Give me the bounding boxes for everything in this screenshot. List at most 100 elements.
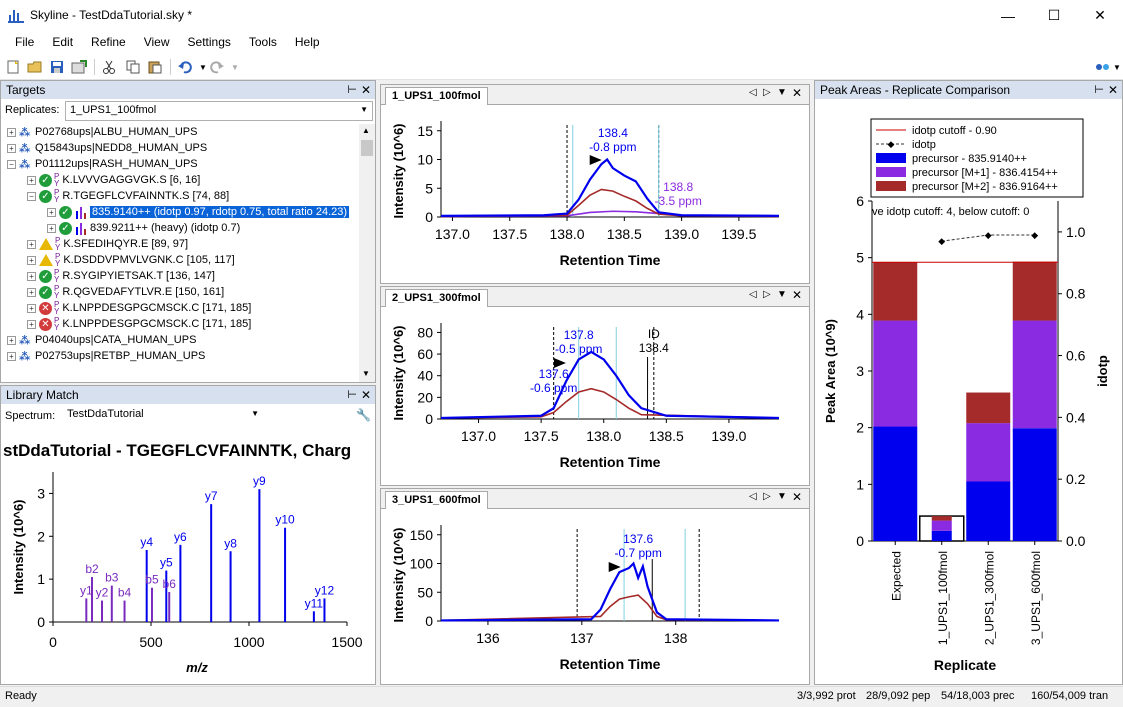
peak-areas-title: Peak Areas - Replicate Comparison	[820, 83, 1011, 97]
tab-menu-icon[interactable]: ▼	[777, 87, 787, 98]
scroll-up-icon[interactable]: ▲	[362, 126, 370, 135]
close-icon[interactable]: ✕	[360, 388, 371, 402]
tab-replicate-1[interactable]: 1_UPS1_100fmol	[385, 87, 488, 105]
close-window-button[interactable]: ✕	[1094, 7, 1106, 23]
expand-icon[interactable]: +	[27, 239, 36, 249]
menu-settings[interactable]: Settings	[187, 35, 231, 49]
tree-row-peptide[interactable]: + ✕ P Y K.LNPPDESGPGCMSCK.C [171, 185]	[27, 300, 251, 316]
tree-row-peptide[interactable]: + P Y K.SFEDIHQYR.E [89, 97]	[27, 236, 188, 252]
tab-next-icon[interactable]: ▷	[763, 87, 771, 98]
copy-icon[interactable]	[124, 58, 142, 76]
save-icon[interactable]	[48, 58, 66, 76]
x-tick-label: 138	[664, 630, 688, 646]
expand-icon[interactable]: +	[47, 207, 56, 217]
peak-label: y8	[224, 536, 237, 550]
expand-icon[interactable]: +	[7, 143, 16, 153]
tree-row-protein[interactable]: + ⁂ P02753ups|RETBP_HUMAN_UPS	[7, 348, 205, 364]
maximize-button[interactable]: ☐	[1047, 7, 1061, 23]
expand-icon[interactable]: +	[27, 271, 36, 281]
chevron-down-icon: ▼	[360, 105, 368, 114]
scrollbar-thumb[interactable]	[361, 140, 373, 156]
bar-segment	[1012, 261, 1057, 321]
paste-icon[interactable]	[146, 58, 164, 76]
replicates-select[interactable]: 1_UPS1_100fmol ▼	[65, 101, 373, 121]
scroll-down-icon[interactable]: ▼	[362, 369, 370, 378]
collapse-icon[interactable]: −	[27, 191, 36, 201]
expand-icon[interactable]: +	[7, 127, 16, 137]
protein-icon: ⁂	[19, 159, 31, 172]
menu-help[interactable]: Help	[294, 35, 320, 49]
expand-icon[interactable]: +	[27, 255, 36, 265]
tree-row-peptide[interactable]: + ✓ P Y R.QGVEDAFYTLVR.E [150, 161]	[27, 284, 224, 300]
bar-segment	[931, 530, 952, 541]
expand-icon[interactable]: +	[7, 335, 16, 345]
tree-row-precursor[interactable]: + ✓ 839.9211++ (heavy) (idotp 0.7)	[47, 220, 240, 236]
pin-icon[interactable]: ⊢	[347, 389, 357, 401]
menu-file[interactable]: File	[15, 35, 35, 49]
tree-row-precursor-selected[interactable]: + ✓ 835.9140++ (idotp 0.97, rdotp 0.75, to…	[47, 204, 350, 220]
tab-prev-icon[interactable]: ◁	[749, 491, 757, 502]
undo-icon[interactable]	[176, 58, 194, 76]
spectrum-select[interactable]: TestDdaTutorial ▼	[63, 406, 263, 426]
best-peak-flag-icon	[589, 155, 602, 165]
tab-menu-icon[interactable]: ▼	[777, 491, 787, 502]
redo-dropdown-icon[interactable]: ▼	[231, 62, 239, 72]
tree-row-protein[interactable]: + ⁂ P04040ups|CATA_HUMAN_UPS	[7, 332, 196, 348]
bar-segment	[966, 392, 1011, 424]
tab-next-icon[interactable]: ▷	[763, 491, 771, 502]
undo-dropdown-icon[interactable]: ▼	[199, 62, 207, 72]
expand-icon[interactable]: +	[27, 303, 36, 313]
tree-row-peptide[interactable]: + ✓ P Y K.LVVVGAGGVGK.S [6, 16]	[27, 172, 200, 188]
menu-refine[interactable]: Refine	[91, 35, 126, 49]
minimize-button[interactable]: —	[1001, 7, 1015, 24]
tree-row-peptide[interactable]: − ✓ P Y R.TGEGFLCVFAINNTK.S [74, 88]	[27, 188, 229, 204]
pin-icon[interactable]: ⊢	[1094, 84, 1104, 96]
pin-icon[interactable]: ⊢	[347, 84, 357, 96]
import-peptide-search-icon[interactable]	[70, 58, 88, 76]
legend-idotp-marker: ◆	[888, 139, 895, 149]
collapse-icon[interactable]: −	[7, 159, 16, 169]
close-icon[interactable]: ✕	[792, 86, 803, 100]
targets-title: Targets	[6, 83, 46, 97]
tab-prev-icon[interactable]: ◁	[749, 289, 757, 300]
targets-scrollbar[interactable]: ▲ ▼	[359, 124, 375, 382]
menu-tools[interactable]: Tools	[248, 35, 277, 49]
warning-icon	[39, 238, 53, 251]
tree-row-protein[interactable]: + ⁂ Q15843ups|NEDD8_HUMAN_UPS	[7, 140, 207, 156]
wrench-icon[interactable]: 🔧	[356, 408, 371, 422]
expand-icon[interactable]: +	[7, 351, 16, 361]
tree-row-protein[interactable]: + ⁂ P02768ups|ALBU_HUMAN_UPS	[7, 124, 197, 140]
tab-next-icon[interactable]: ▷	[763, 289, 771, 300]
menu-edit[interactable]: Edit	[52, 35, 74, 49]
peak-annotation: -0.8 ppm	[589, 140, 636, 154]
peak-annotation: -0.5 ppm	[555, 342, 602, 356]
new-document-icon[interactable]	[4, 58, 22, 76]
expand-icon[interactable]: +	[47, 223, 56, 233]
tree-row-peptide[interactable]: + ✓ P Y R.SYGIPYIETSAK.T [136, 147]	[27, 268, 215, 284]
y-tick-label: 0	[856, 533, 864, 549]
tab-replicate-2[interactable]: 2_UPS1_300fmol	[385, 289, 488, 307]
tree-row-protein[interactable]: − ⁂ P01112ups|RASH_HUMAN_UPS	[7, 156, 198, 172]
tab-replicate-3[interactable]: 3_UPS1_600fmol	[385, 491, 488, 509]
tab-menu-icon[interactable]: ▼	[777, 289, 787, 300]
connect-icon[interactable]	[1094, 58, 1112, 76]
expand-icon[interactable]: +	[27, 175, 36, 185]
peak-annotation: -0.7 ppm	[614, 546, 661, 560]
menu-view[interactable]: View	[143, 35, 170, 49]
tree-row-peptide[interactable]: + ✕ P Y K.LNPPDESGPGCMSCK.C [171, 185]	[27, 316, 251, 332]
connect-dropdown-icon[interactable]: ▼	[1113, 62, 1121, 72]
tab-prev-icon[interactable]: ◁	[749, 87, 757, 98]
cut-icon[interactable]	[100, 58, 118, 76]
redo-icon[interactable]	[208, 58, 226, 76]
expand-icon[interactable]: +	[27, 287, 36, 297]
close-icon[interactable]: ✕	[360, 83, 371, 97]
tree-row-peptide[interactable]: + P Y K.DSDDVPMVLVGNK.C [105, 117]	[27, 252, 235, 268]
close-icon[interactable]: ✕	[792, 288, 803, 302]
open-folder-icon[interactable]	[26, 58, 44, 76]
x-tick-label: 3_UPS1_600fmol	[1029, 551, 1043, 645]
close-icon[interactable]: ✕	[792, 490, 803, 504]
x-tick-label: 137.5	[524, 428, 559, 444]
close-icon[interactable]: ✕	[1107, 83, 1118, 97]
expand-icon[interactable]: +	[27, 319, 36, 329]
